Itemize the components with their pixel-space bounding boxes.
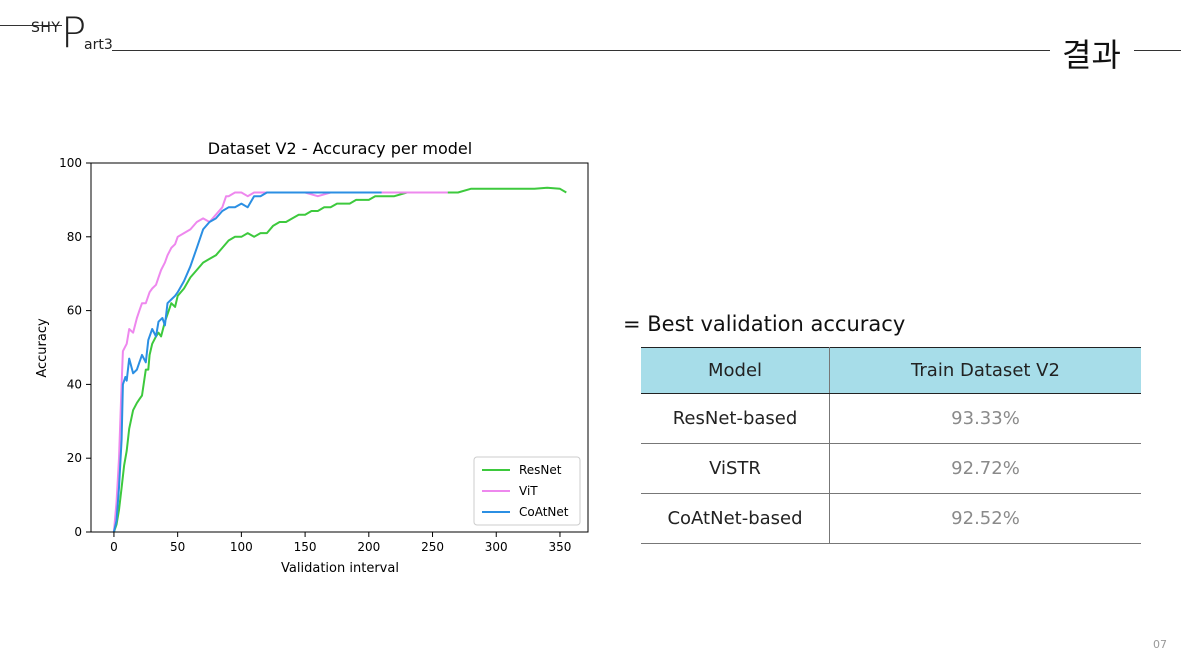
series-line-coatnet <box>112 191 382 533</box>
accuracy-value: 92.72% <box>829 443 1141 494</box>
y-tick-label: 60 <box>67 304 82 318</box>
model-name: ViSTR <box>641 443 830 494</box>
legend-entry-resnet: ResNet <box>519 463 562 477</box>
x-tick-label: 0 <box>110 540 118 554</box>
header-rule-left <box>0 25 62 26</box>
accuracy-chart: Dataset V2 - Accuracy per model Validati… <box>35 139 589 576</box>
header-model: Model <box>641 347 830 394</box>
y-tick-label: 0 <box>74 525 82 539</box>
legend-entry-vit: ViT <box>519 484 538 498</box>
best-accuracy-label: = Best validation accuracy <box>623 312 906 336</box>
accuracy-value: 92.52% <box>829 493 1141 544</box>
y-axis-label: Accuracy <box>35 318 50 378</box>
table-row: CoAtNet-based 92.52% <box>641 493 1141 544</box>
series-line-vit <box>112 191 448 533</box>
x-tick-label: 300 <box>485 540 508 554</box>
y-tick-label: 20 <box>67 451 82 465</box>
model-name: ResNet-based <box>641 393 830 444</box>
x-tick-label: 50 <box>170 540 185 554</box>
table-row: ViSTR 92.72% <box>641 443 1141 494</box>
chart-title: Dataset V2 - Accuracy per model <box>208 139 472 158</box>
part-number: art3 <box>84 37 113 53</box>
x-tick-label: 350 <box>549 540 572 554</box>
plot-frame <box>90 162 589 533</box>
header-dataset: Train Dataset V2 <box>829 347 1141 394</box>
y-tick-label: 40 <box>67 377 82 391</box>
legend: ResNet ViT CoAtNet <box>473 456 581 526</box>
legend-box <box>473 456 581 526</box>
legend-entry-coatnet: CoAtNet <box>519 505 569 519</box>
x-tick-label: 200 <box>357 540 380 554</box>
header-rule-right <box>1134 50 1181 51</box>
y-tick-label: 80 <box>67 230 82 244</box>
accuracy-value: 93.33% <box>829 393 1141 444</box>
x-tick-label: 150 <box>294 540 317 554</box>
section-title: 결과 <box>1062 36 1121 74</box>
brand-label: SHY <box>31 20 61 36</box>
x-axis-label: Validation interval <box>281 561 399 576</box>
page-number: 07 <box>1153 638 1167 651</box>
y-tick-label: 100 <box>59 156 82 170</box>
table-header-row: Model Train Dataset V2 <box>641 347 1141 394</box>
table-row: ResNet-based 93.33% <box>641 393 1141 444</box>
x-tick-label: 100 <box>230 540 253 554</box>
header-rule <box>112 50 1050 51</box>
part-letter: P <box>61 8 87 57</box>
results-table: Model Train Dataset V2 ResNet-based 93.3… <box>641 347 1141 544</box>
model-name: CoAtNet-based <box>641 493 830 544</box>
x-tick-label: 250 <box>421 540 444 554</box>
